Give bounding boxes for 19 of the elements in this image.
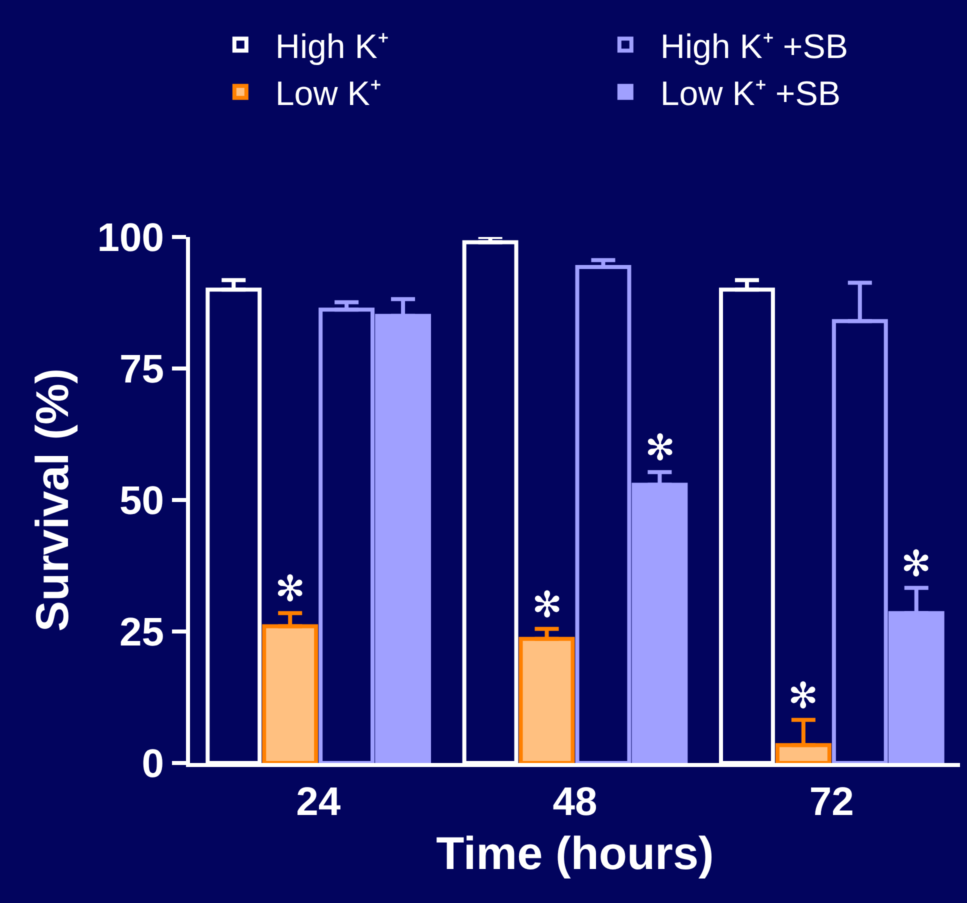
y-tick-label: 0 bbox=[142, 742, 164, 786]
y-tick-label: 25 bbox=[120, 610, 164, 654]
y-axis-title: Survival (%) bbox=[26, 368, 78, 632]
annotation: ✻ bbox=[275, 568, 305, 609]
x-axis-title: Time (hours) bbox=[436, 827, 714, 880]
annotation: ✻ bbox=[901, 543, 931, 584]
annotation: ✻ bbox=[645, 427, 675, 468]
legend-label: High K⁺ bbox=[275, 28, 388, 66]
x-tick-label: 72 bbox=[809, 780, 854, 824]
y-tick-label: 50 bbox=[120, 479, 164, 523]
y-tick-label: 100 bbox=[97, 216, 164, 260]
legend-label: Low K⁺ +SB bbox=[660, 75, 841, 114]
annotation: ✻ bbox=[788, 675, 818, 716]
y-tick-label: 75 bbox=[120, 348, 164, 392]
annotation: ✻ bbox=[532, 584, 562, 625]
legend-label: High K⁺ +SB bbox=[660, 28, 848, 66]
x-tick-label: 48 bbox=[552, 780, 598, 824]
legend-label: Low K⁺ bbox=[275, 75, 381, 114]
x-tick-label: 24 bbox=[296, 780, 342, 824]
